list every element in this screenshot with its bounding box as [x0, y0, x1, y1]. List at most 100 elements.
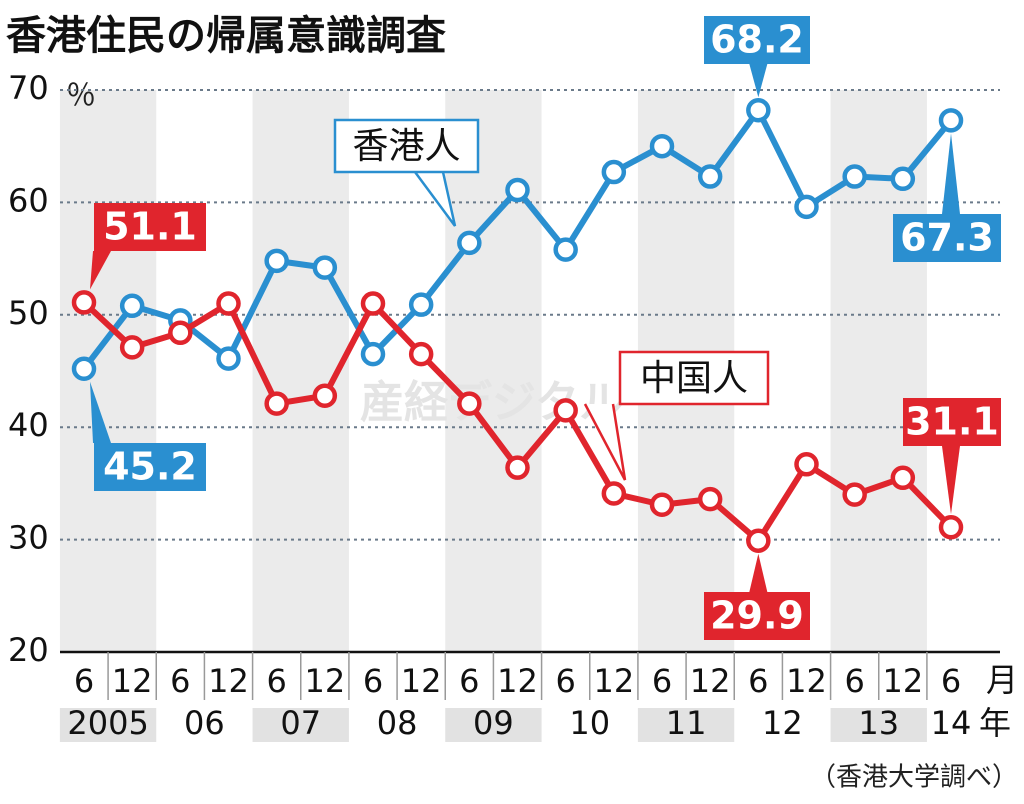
marker	[119, 335, 145, 360]
year-label: 11	[666, 704, 707, 742]
x-unit: 月	[986, 661, 1018, 699]
callout-box	[893, 214, 1001, 262]
marker	[360, 341, 386, 367]
year-label: 08	[377, 704, 418, 742]
x-tick-label: 12	[497, 662, 538, 700]
marker	[457, 391, 482, 416]
y-tick-label: 60	[8, 181, 49, 219]
marker	[216, 346, 241, 371]
y-tick-label: 40	[8, 406, 49, 444]
marker	[505, 455, 530, 480]
y-tick-label: 20	[8, 631, 49, 669]
marker	[649, 492, 675, 518]
marker	[938, 514, 964, 540]
marker	[457, 230, 482, 256]
x-tick-label: 12	[208, 662, 249, 700]
marker	[264, 391, 289, 416]
source: （香港大学調べ）	[810, 763, 1018, 793]
x-tick-label: 12	[401, 662, 442, 700]
y-tick-label: 50	[8, 294, 49, 332]
marker	[746, 97, 771, 123]
legend-box	[618, 350, 770, 406]
callout-pointer	[90, 381, 111, 443]
marker	[71, 356, 97, 382]
year-label: 10	[569, 704, 610, 742]
y-tick-label: 30	[8, 519, 49, 557]
callout-box	[704, 592, 810, 640]
marker	[890, 465, 916, 491]
data-label: 68.2	[710, 18, 804, 62]
y-tick-label: 70	[8, 69, 49, 107]
callout-pointer	[942, 446, 960, 515]
x-tick-label: 12	[882, 662, 923, 700]
marker	[119, 293, 145, 319]
callout-pointer	[749, 64, 768, 98]
year-stripe	[830, 708, 927, 742]
year-stripe	[445, 708, 542, 742]
year-label: 13	[858, 704, 899, 742]
marker	[360, 291, 386, 316]
marker	[890, 166, 916, 192]
marker	[71, 290, 97, 315]
data-label: 31.1	[905, 400, 999, 444]
legend-label: 香港人	[352, 126, 460, 167]
callout-box	[94, 203, 206, 251]
marker	[842, 164, 867, 189]
marker	[312, 255, 338, 280]
x-tick-label: 6	[74, 662, 94, 700]
marker	[505, 177, 530, 203]
marker	[938, 108, 964, 133]
year-unit: 年	[979, 704, 1011, 742]
callout-pointer	[942, 133, 960, 214]
x-tick-label: 6	[844, 662, 864, 700]
data-label: 51.1	[103, 205, 197, 249]
callout-pointer	[90, 251, 111, 290]
data-label: 29.9	[710, 594, 804, 638]
data-label: 67.3	[900, 216, 994, 260]
x-tick-label: 6	[941, 662, 961, 700]
callout-pointer	[749, 553, 768, 592]
x-tick-label: 12	[112, 662, 153, 700]
data-label: 45.2	[103, 445, 197, 489]
marker	[408, 341, 434, 367]
year-stripe	[445, 90, 542, 652]
legend-label: 中国人	[640, 358, 748, 399]
callout-box	[94, 443, 206, 491]
x-tick-label: 6	[363, 662, 383, 700]
marker	[794, 194, 819, 220]
x-tick-label: 12	[786, 662, 827, 700]
marker	[746, 528, 771, 553]
callout-box	[704, 16, 810, 64]
callout-box	[903, 398, 1001, 446]
x-tick-label: 12	[690, 662, 731, 700]
x-tick-label: 6	[555, 662, 575, 700]
year-stripe	[252, 90, 349, 652]
x-tick-label: 6	[170, 662, 190, 700]
watermark: 産経デジタル	[360, 377, 623, 428]
x-tick-label: 12	[593, 662, 634, 700]
marker	[697, 164, 723, 189]
x-tick-label: 6	[266, 662, 286, 700]
marker	[553, 237, 578, 262]
year-label: 07	[280, 704, 321, 742]
legend-pointer	[583, 403, 627, 481]
marker	[842, 482, 867, 507]
x-tick-label: 6	[459, 662, 479, 700]
year-label: 06	[184, 704, 225, 742]
marker	[168, 320, 193, 346]
x-tick-label: 12	[304, 662, 345, 700]
marker	[312, 383, 338, 408]
marker	[264, 248, 289, 274]
year-label: 14	[931, 704, 972, 742]
legend-box	[333, 118, 480, 174]
year-stripe	[252, 708, 349, 742]
marker	[408, 292, 434, 317]
marker	[601, 481, 627, 506]
y-unit: ％	[66, 79, 96, 114]
marker	[649, 133, 675, 159]
year-label: 09	[473, 704, 514, 742]
legend-pointer	[413, 171, 457, 227]
x-tick-label: 6	[748, 662, 768, 700]
